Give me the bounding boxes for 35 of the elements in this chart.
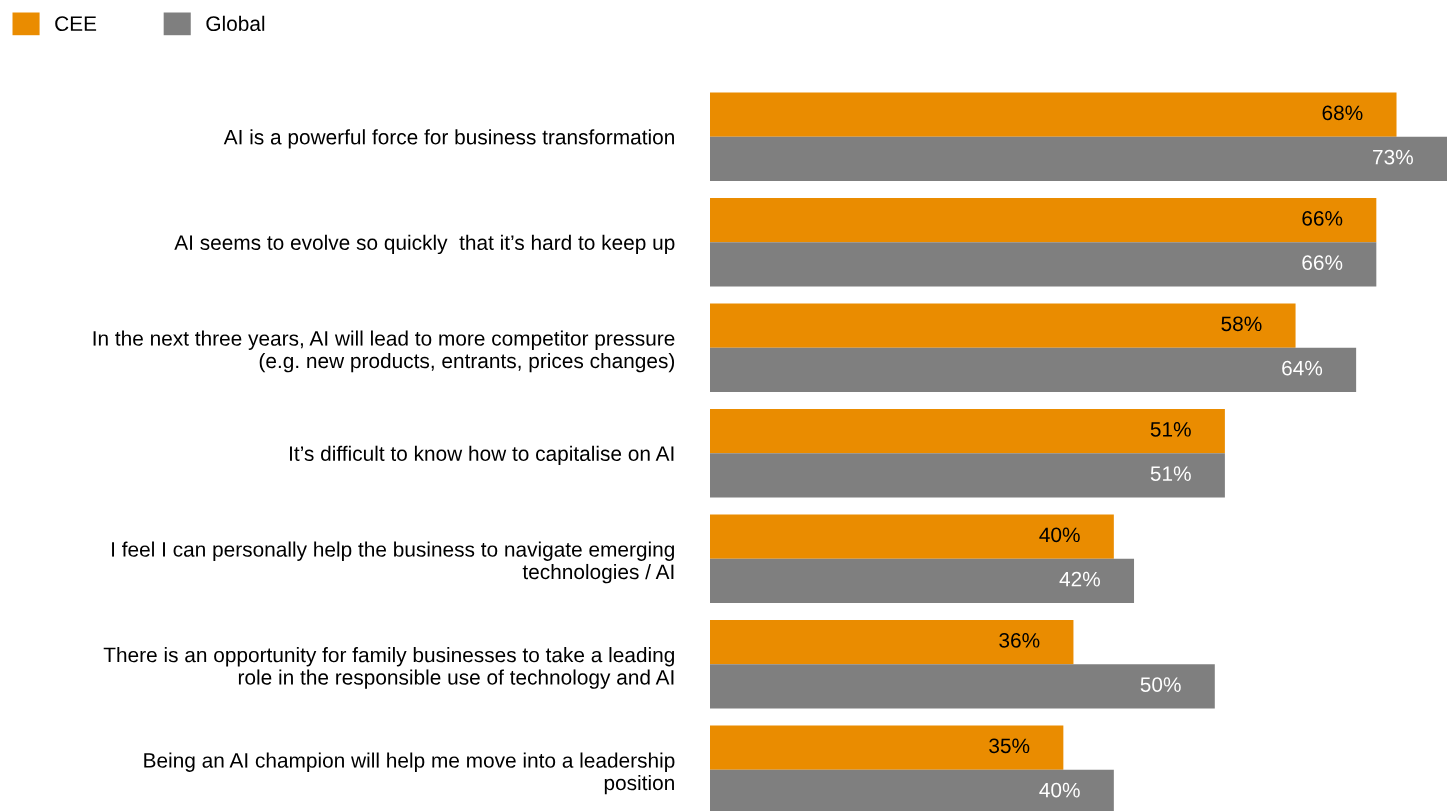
bar xyxy=(710,558,1135,604)
data-label: 73% xyxy=(1373,149,1413,165)
bar xyxy=(710,664,1215,709)
data-label: 40% xyxy=(1039,527,1080,543)
data-label: 51% xyxy=(1150,422,1191,437)
data-label: 68% xyxy=(1322,105,1363,121)
data-label: 40% xyxy=(1039,782,1080,798)
y-tick-label: AI is a powerful force for business transformation xyxy=(223,129,674,149)
bar xyxy=(710,197,1377,243)
data-label: 58% xyxy=(1221,316,1262,332)
y-tick-label: Being an AI champion will help me move into a leadership position xyxy=(144,752,675,795)
bar xyxy=(710,136,1447,182)
bar xyxy=(710,619,1074,665)
data-label: 66% xyxy=(1302,210,1343,226)
bar xyxy=(710,303,1296,348)
data-label: 51% xyxy=(1150,466,1191,481)
bar xyxy=(710,453,1225,498)
bar xyxy=(710,514,1114,559)
bar xyxy=(710,347,1357,393)
y-tick-label: There is an opportunity for family businesses to take a leading role in the responsible use of technology and AI xyxy=(103,646,674,689)
legend-label: CEE xyxy=(55,16,97,32)
y-tick-label: It’s difficult to know how to capitalise on AI xyxy=(290,445,674,466)
data-label: 64% xyxy=(1282,360,1323,376)
bar xyxy=(710,408,1225,454)
data-label: 50% xyxy=(1140,677,1181,692)
y-tick-label: AI seems to evolve so quickly that it’s hard to keep up xyxy=(174,234,675,255)
bar xyxy=(710,242,1377,287)
data-label: 66% xyxy=(1302,255,1343,270)
bar xyxy=(710,92,1397,137)
y-tick-label: I feel I can personally help the business to navigate emerging technologies / AI xyxy=(112,541,674,584)
legend-label: Global xyxy=(206,15,265,32)
y-tick-label: In the next three years, AI will lead to more competitor pressure (e.g. new products, entrants, prices changes) xyxy=(93,330,675,373)
data-label: 36% xyxy=(999,632,1040,648)
data-label: 35% xyxy=(989,738,1030,754)
data-label: 42% xyxy=(1059,571,1100,587)
